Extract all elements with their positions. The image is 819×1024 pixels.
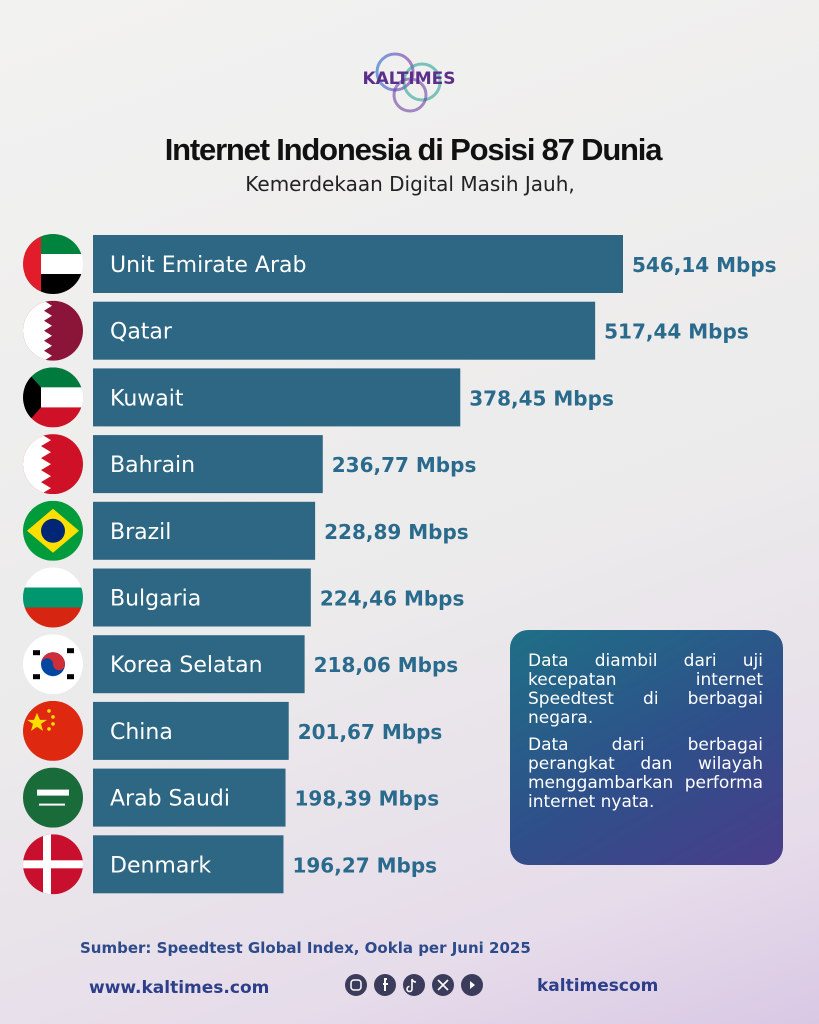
category-label: China [110,720,173,745]
flag-part [23,587,83,608]
value-label: 546,14 Mbps [632,253,777,277]
flag-part [33,650,40,656]
bar [93,768,286,827]
value-label: 218,06 Mbps [314,653,459,677]
category-label: Bahrain [110,453,195,478]
value-label: 201,67 Mbps [298,720,443,744]
flag-part [23,767,83,828]
flag-part [23,407,83,428]
flag [23,434,83,495]
social-handle: kaltimescom [537,976,658,996]
bar [93,435,323,494]
category-label: Qatar [110,320,173,345]
note-text: Data dari berbagai perangkat dan wilayah… [528,735,763,812]
icon [345,974,367,996]
value-label: 198,39 Mbps [295,787,440,811]
bar [93,635,305,694]
note-box: Data diambil dari uji kecepatan internet… [510,630,783,865]
chart-subtitle: Kemerdekaan Digital Masih Jauh, [245,172,574,196]
value-label: 517,44 Mbps [604,320,749,344]
flag [23,234,83,294]
logo-ring [392,77,428,113]
icon-glyph [350,979,362,991]
bar [93,301,596,360]
category-label: Kuwait [110,386,184,411]
bar [93,835,284,894]
source: Sumber: Speedtest Global Index, Ookla pe… [80,939,531,957]
icon [403,974,425,996]
category-label: Unit Emirate Arab [110,253,306,278]
category-label: Brazil [110,520,171,545]
category-label: Arab Saudi [110,787,230,812]
flag [23,834,83,895]
flag-part [51,715,55,719]
flag [23,700,83,761]
value-label: 236,77 Mbps [332,453,477,477]
category-label: Denmark [110,853,211,878]
value-label: 228,89 Mbps [324,520,469,544]
flag [23,367,83,428]
flag-part [41,518,65,543]
flag-part [23,434,51,495]
flag-part [39,803,65,806]
flag-part [23,567,83,588]
note-text: Data diambil dari uji kecepatan internet… [528,651,763,728]
flag-part [23,860,83,869]
flag-part [43,834,51,895]
category-label: Bulgaria [110,587,201,612]
flag-part [47,727,51,731]
brand: KALTIMES [362,69,455,89]
category-label: Korea Selatan [110,653,263,678]
flag-part [67,648,74,654]
flag [23,767,83,828]
flag-part [23,607,83,628]
flag-part [41,652,65,671]
flag-part [37,789,69,796]
flag-part [27,712,47,731]
bar [93,501,316,560]
flag-part [23,367,83,388]
flag-part [23,300,52,361]
website: www.kaltimes.com [89,978,269,998]
icon-glyph [406,978,417,993]
bar [93,568,311,627]
value-label: 378,45 Mbps [469,386,614,410]
social-icons [345,974,483,996]
bar [93,368,461,427]
flag-part [23,700,83,761]
flag [23,500,83,561]
flag-part [33,674,40,680]
flag-part [23,234,41,294]
flag-part [23,367,41,428]
flag [23,634,83,695]
icon-glyph [470,981,475,989]
flag-part [67,674,74,680]
icon-glyph [437,979,449,991]
bar [93,701,289,760]
logo-ring [402,62,442,102]
flag-part [51,722,55,726]
value-label: 196,27 Mbps [292,853,437,877]
flag [23,300,83,361]
flag-part [47,709,51,713]
bar [93,235,623,293]
chart-title: Internet Indonesia di Posisi 87 Dunia [165,132,663,167]
flag [23,567,83,628]
value-label: 224,46 Mbps [320,587,465,611]
icon-glyph [383,978,388,991]
